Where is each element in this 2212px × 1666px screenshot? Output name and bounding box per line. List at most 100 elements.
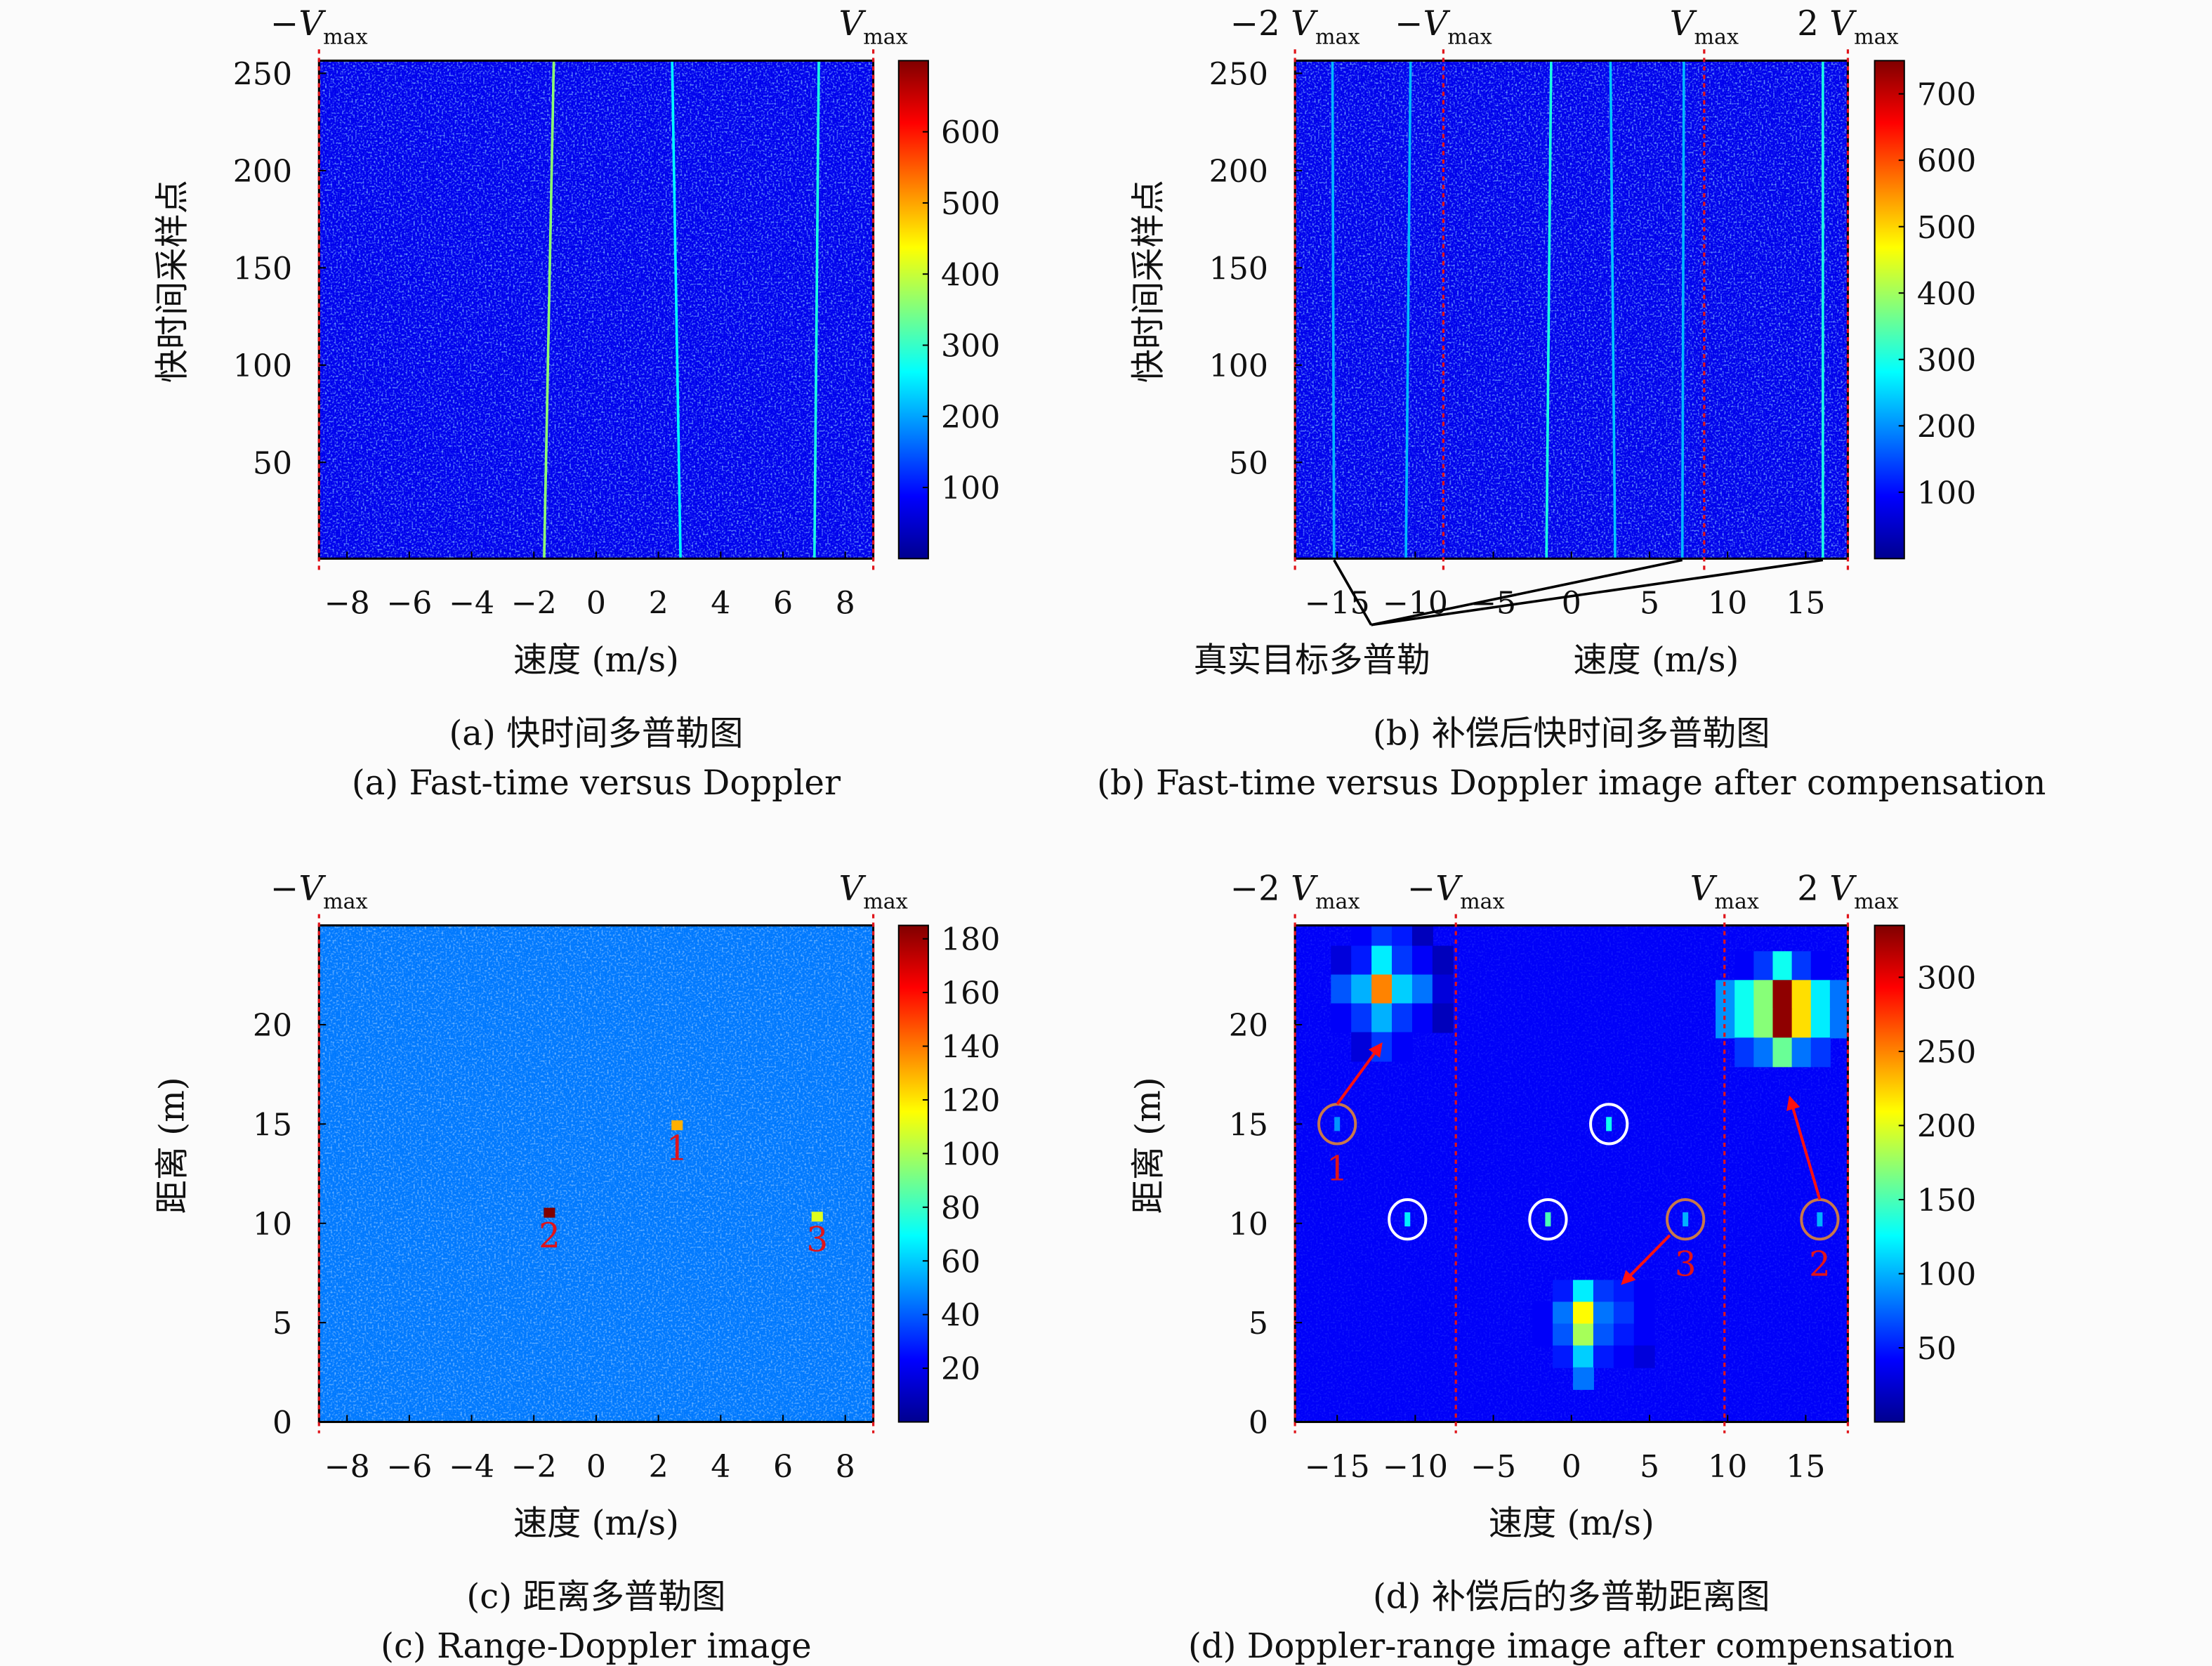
- blob-cell: [1633, 1323, 1655, 1346]
- marker-symbol: V: [1690, 869, 1718, 908]
- heatmap-noise: [319, 60, 874, 559]
- vmax-marker-label: −Vmax: [270, 869, 368, 914]
- x-tick-label: −8: [324, 586, 370, 622]
- blob-cell: [1753, 980, 1774, 1010]
- x-tick-label: 6: [773, 586, 793, 622]
- x-tick-label: 6: [773, 1449, 793, 1485]
- panel-c: 12 3−Vmax Vmax−8 −6 −4 −2 0 2 4 6 8051015202040608…: [152, 869, 1000, 1666]
- blob-cell: [1810, 980, 1831, 1010]
- marker-sub: max: [323, 889, 368, 914]
- marker-coef: 2: [1797, 869, 1829, 908]
- blob-cell: [1772, 951, 1793, 981]
- colorbar-tick-label: 120: [941, 1083, 1000, 1119]
- arrow: [1786, 1095, 1822, 1200]
- blob-cell: [1392, 925, 1413, 947]
- colorbar-tick-label: 100: [1917, 1257, 1976, 1293]
- vmax-marker-label: Vmax: [838, 4, 907, 49]
- arrow: [1336, 1042, 1383, 1106]
- caption-zh: (d) 补偿后的多普勒距离图: [1373, 1578, 1770, 1617]
- blob-cell: [1734, 980, 1755, 1010]
- x-tick-label: 5: [1640, 586, 1659, 622]
- blob-cell: [1829, 1009, 1848, 1039]
- y-tick-label: 0: [272, 1405, 292, 1441]
- marker-sub: max: [1714, 889, 1759, 914]
- blob-cell: [1613, 1345, 1635, 1368]
- plot-area: 1 2 3: [319, 925, 874, 1422]
- blob-cell: [1734, 951, 1755, 981]
- blob-cell: [1532, 1301, 1554, 1325]
- blob-cell: [1593, 1323, 1614, 1346]
- x-tick-label: −10: [1383, 1449, 1448, 1485]
- marker-symbol: V: [1291, 869, 1318, 908]
- vmax-marker-label: 2 Vmax: [1797, 869, 1898, 914]
- blob-cell: [1791, 980, 1812, 1010]
- blob-cell: [1772, 1009, 1793, 1039]
- y-tick-label: 5: [272, 1306, 292, 1342]
- x-axis-label: 速度 (m/s): [513, 1504, 679, 1543]
- y-tick-label: 200: [233, 154, 292, 190]
- colorbar: [897, 924, 929, 1423]
- blob-cell: [1392, 1032, 1413, 1062]
- marker-sub: max: [1447, 25, 1492, 49]
- y-axis-label: 快时间采样点: [1128, 180, 1168, 383]
- target-point: [1606, 1117, 1612, 1132]
- blob-cell: [1351, 974, 1373, 1004]
- plot-area: [1295, 60, 1848, 559]
- x-tick-label: −6: [386, 1449, 432, 1485]
- blob-cell: [1593, 1301, 1614, 1325]
- marker-sub: max: [863, 25, 908, 49]
- colorbar-tick-label: 600: [1917, 143, 1976, 179]
- marker-symbol: V: [1291, 4, 1318, 44]
- arrow: [1621, 1234, 1671, 1285]
- x-tick-label: −15: [1305, 1449, 1370, 1485]
- y-tick-label: 15: [1229, 1107, 1268, 1143]
- target-circle: [1317, 1103, 1357, 1146]
- target-circle: [1800, 1198, 1840, 1241]
- x-tick-label: 0: [586, 1449, 606, 1485]
- target-circle: [1589, 1103, 1629, 1146]
- target-label: 3: [806, 1220, 828, 1259]
- y-tick-label: 20: [253, 1008, 292, 1044]
- blob-cell: [1371, 945, 1393, 976]
- y-tick-label: 10: [253, 1207, 292, 1242]
- x-tick-label: 4: [711, 1449, 730, 1485]
- blob-cell: [1810, 1037, 1831, 1068]
- x-axis-label: 速度 (m/s): [1489, 1504, 1654, 1543]
- x-axis-label: 速度 (m/s): [1573, 641, 1739, 680]
- blob-cell: [1331, 974, 1352, 1004]
- marker-symbol: V: [1829, 869, 1857, 908]
- colorbar-tick-label: 140: [941, 1030, 1000, 1065]
- marker-sub: max: [1315, 25, 1360, 49]
- blob-cell: [1829, 980, 1848, 1010]
- colorbar: [897, 60, 929, 560]
- y-tick-label: 200: [1209, 154, 1268, 190]
- plot-area: 1 3 2: [1295, 925, 1848, 1422]
- blob-cell: [1553, 1345, 1574, 1368]
- marker-symbol: V: [1423, 4, 1450, 44]
- blob-cell: [1411, 925, 1433, 947]
- blob-cell: [1573, 1280, 1594, 1303]
- heatmap-noise: [1295, 60, 1848, 559]
- vmax-marker-label: −Vmax: [1395, 4, 1492, 49]
- y-tick-label: 0: [1249, 1405, 1268, 1441]
- blob-cell: [1351, 1032, 1373, 1062]
- target-track: [1404, 60, 1412, 559]
- plot-area: [319, 60, 874, 559]
- colorbar-tick-label: 20: [941, 1351, 980, 1387]
- caption-zh: (a) 快时间多普勒图: [449, 714, 743, 753]
- colorbar-tick-label: 700: [1917, 77, 1976, 113]
- colorbar-tick-label: 60: [941, 1244, 980, 1280]
- colorbar-tick-label: 200: [1917, 1109, 1976, 1145]
- marker-coef: −: [1407, 869, 1435, 908]
- blob-cell: [1613, 1301, 1635, 1325]
- panel-b: −2 Vmax −Vmax Vmax 2 Vmax−15 −10 −5 0 5 10 155010…: [1097, 4, 2046, 803]
- blob-cell: [1734, 1009, 1755, 1039]
- marker-coef: −: [270, 4, 298, 44]
- blob-cell: [1411, 945, 1433, 976]
- caption-zh: (b) 补偿后快时间多普勒图: [1373, 714, 1770, 753]
- vmax-marker-label: Vmax: [1670, 4, 1739, 49]
- marker-coef: −: [270, 869, 298, 908]
- caption-en: (b) Fast-time versus Doppler image after…: [1097, 763, 2046, 803]
- vmax-marker-label: Vmax: [838, 869, 907, 914]
- caption-en: (c) Range-Doppler image: [381, 1627, 812, 1666]
